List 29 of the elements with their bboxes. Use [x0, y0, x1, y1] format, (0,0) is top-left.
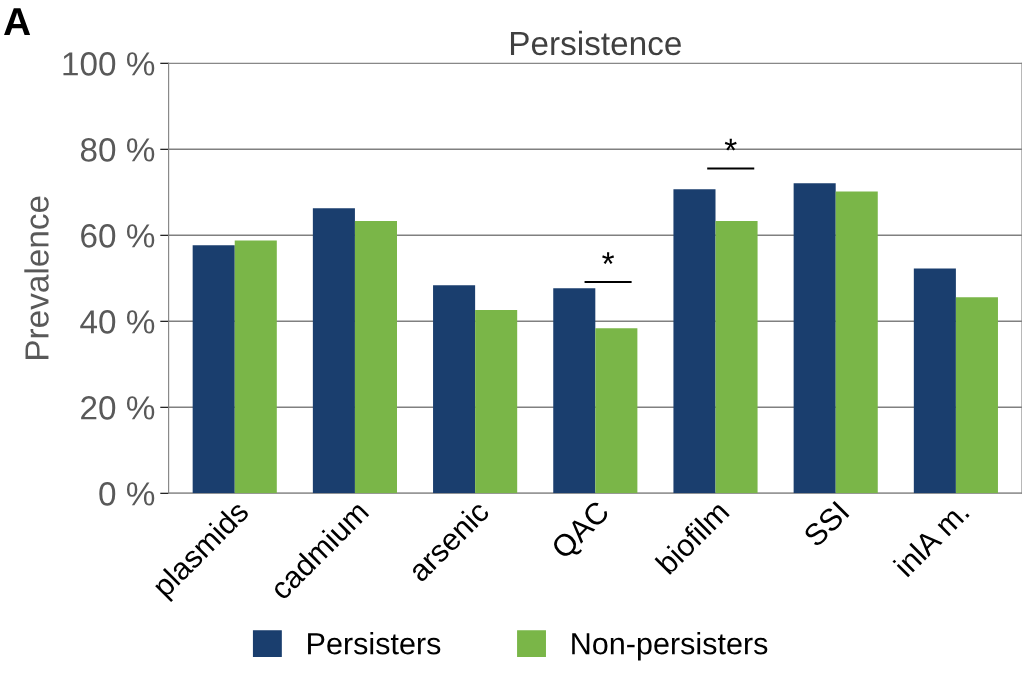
bar — [835, 191, 878, 494]
bar — [553, 288, 596, 494]
bar — [955, 297, 998, 494]
bar — [913, 268, 956, 494]
bar — [312, 208, 355, 494]
annotation: * — [602, 252, 615, 264]
y-tick-label: 60 % — [81, 224, 155, 248]
y-tick-label: 20 % — [81, 396, 155, 420]
bar — [673, 189, 716, 494]
x-tick-label: inlA m. — [892, 500, 970, 578]
y-tick-label: 40 % — [80, 310, 155, 334]
bar — [595, 328, 638, 494]
y-axis-title: Prevalence — [24, 196, 49, 359]
bar — [354, 221, 397, 494]
bar — [192, 245, 235, 494]
y-tick-label: 100 % — [63, 52, 155, 76]
legend-label: Non-persisters — [572, 632, 768, 661]
text: A — [4, 8, 31, 36]
x-tick-label: SSI — [802, 500, 850, 548]
bar — [234, 240, 277, 494]
chart-title: Persistence — [510, 30, 681, 56]
bar — [793, 183, 836, 494]
bar — [433, 285, 476, 494]
bar — [475, 310, 518, 494]
legend-label: Persisters — [308, 632, 441, 655]
annotation: * — [724, 138, 737, 151]
y-tick-label: 0 % — [99, 482, 155, 506]
bar — [715, 221, 758, 494]
y-tick-label: 80 % — [80, 138, 155, 162]
